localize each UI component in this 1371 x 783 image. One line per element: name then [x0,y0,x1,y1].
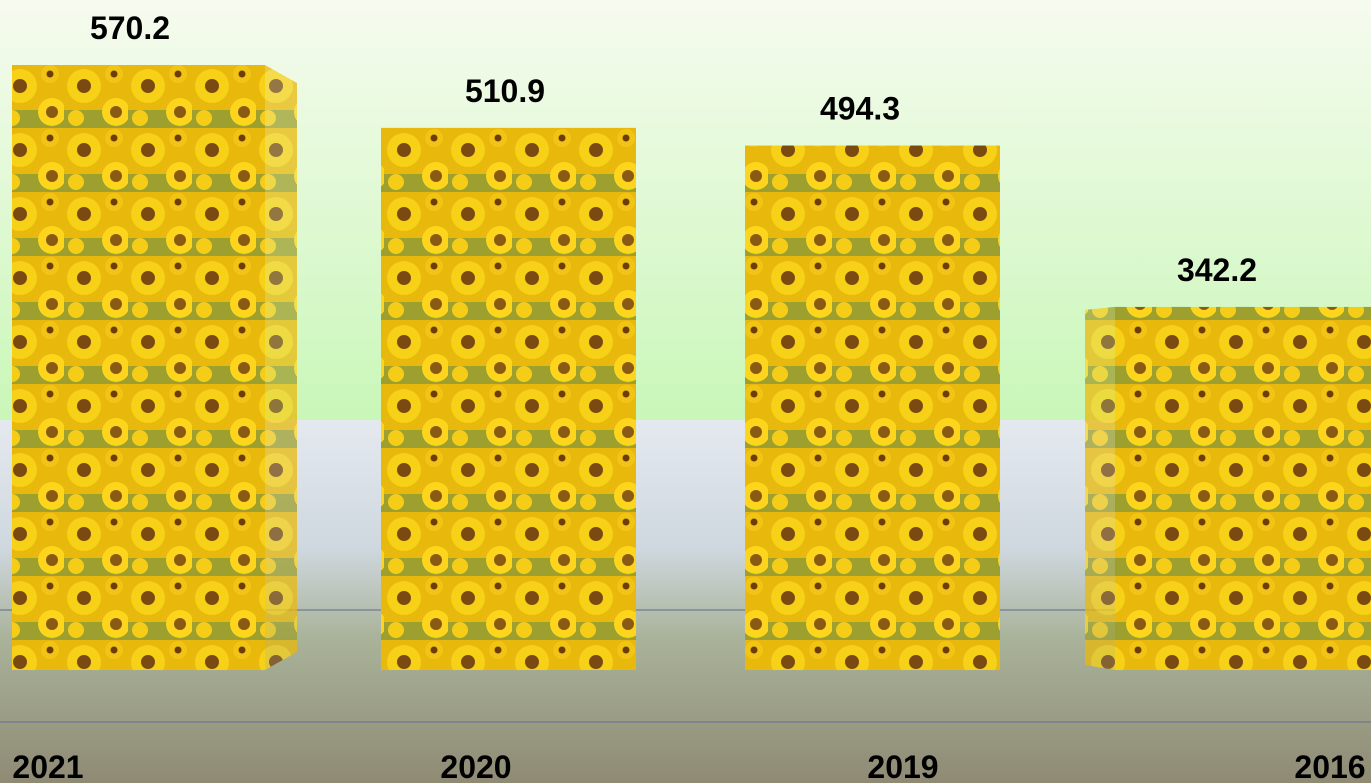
data-label: 510.9 [465,73,545,109]
bar [1115,306,1371,670]
bar [12,65,265,670]
bar-side [1085,306,1115,670]
bar-side [265,65,297,670]
x-tick-label: 2016 [1294,749,1365,783]
data-label: 570.2 [90,10,170,46]
x-tick-label: 2019 [867,749,938,783]
bar [745,145,1000,670]
x-tick-label: 2021 [12,749,83,783]
data-label: 342.2 [1177,252,1257,288]
data-label: 494.3 [820,91,900,127]
x-tick-label: 2020 [440,749,511,783]
bar [381,127,636,671]
plot-area: 570.2 2021 510.9 2020 494.3 2019 342.2 2016 [12,10,1371,783]
